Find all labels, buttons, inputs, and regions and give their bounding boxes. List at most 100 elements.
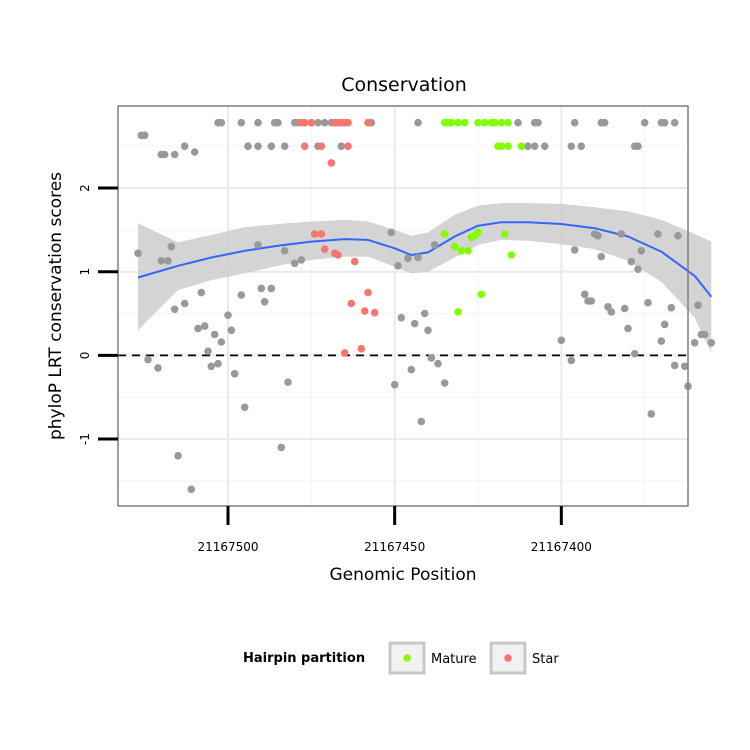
smooth-trend-line <box>137 221 713 298</box>
data-point-other <box>240 403 249 412</box>
data-point-other <box>167 242 176 251</box>
data-point-mature <box>480 118 489 127</box>
series-star <box>297 118 379 357</box>
data-point-mature <box>454 118 462 127</box>
data-point-other <box>180 142 189 150</box>
data-point-mature <box>490 118 499 127</box>
data-point-star <box>300 142 309 150</box>
data-point-other <box>700 330 709 339</box>
data-point-other <box>254 118 262 127</box>
smooth-line <box>137 221 713 298</box>
y-axis-title: phyloP LRT conservation scores <box>46 172 66 440</box>
data-point-other <box>634 265 642 274</box>
data-point-other <box>337 142 346 150</box>
data-point-mature <box>477 290 486 299</box>
data-point-star <box>364 118 372 127</box>
data-point-star <box>357 344 366 353</box>
data-point-other <box>414 253 422 262</box>
data-point-other <box>267 284 276 293</box>
data-point-star <box>364 288 372 297</box>
data-point-other <box>570 118 579 127</box>
data-point-other <box>170 150 179 159</box>
plot-panel <box>117 105 716 507</box>
legend-item-mature: Mature <box>388 641 477 675</box>
data-point-other <box>214 359 222 368</box>
confidence-band-area <box>138 203 712 353</box>
legend-title: Hairpin partition <box>243 651 365 666</box>
data-point-other <box>580 290 589 299</box>
data-point-other <box>197 288 206 297</box>
data-point-other <box>260 298 269 306</box>
data-point-mature <box>440 230 449 238</box>
data-point-other <box>654 230 662 238</box>
data-point-mature <box>504 142 512 150</box>
data-point-other <box>627 257 636 266</box>
data-point-other <box>254 142 262 150</box>
data-point-other <box>530 142 539 150</box>
confidence-band <box>138 203 712 353</box>
data-point-other <box>440 379 449 387</box>
data-point-other <box>314 118 322 127</box>
data-point-other <box>410 319 419 328</box>
data-point-other <box>174 452 182 460</box>
data-point-other <box>237 118 246 127</box>
data-point-star <box>360 307 369 315</box>
data-point-mature <box>460 118 469 127</box>
data-point-other <box>280 142 289 150</box>
data-point-other <box>387 228 396 237</box>
series-other <box>134 118 716 494</box>
data-point-other <box>424 326 432 335</box>
data-point-other <box>267 142 276 150</box>
data-point-other <box>274 118 282 127</box>
data-point-other <box>567 356 576 365</box>
data-point-other <box>200 322 209 330</box>
data-point-other <box>254 241 262 249</box>
data-point-other <box>534 118 542 127</box>
data-point-other <box>514 118 522 127</box>
data-point-other <box>217 118 226 127</box>
data-point-other <box>194 324 202 333</box>
data-point-other <box>244 142 252 150</box>
data-point-other <box>680 362 689 371</box>
data-point-mature <box>474 228 482 237</box>
data-point-other <box>230 370 239 378</box>
y-tick-label: 2 <box>78 184 92 192</box>
legend: Hairpin partition Mature Star <box>243 641 559 675</box>
data-point-star <box>310 230 319 238</box>
data-point-other <box>280 247 289 255</box>
data-point-other <box>670 118 679 127</box>
data-point-other <box>657 337 666 345</box>
legend-swatch-mature <box>403 654 411 662</box>
data-point-star <box>300 118 309 127</box>
data-point-other <box>417 417 426 426</box>
data-point-mature <box>517 142 526 150</box>
data-point-other <box>707 339 716 347</box>
data-point-mature <box>454 308 462 316</box>
y-tick-label: 0 <box>78 352 92 360</box>
plot-border <box>117 105 689 507</box>
data-point-other <box>630 349 639 358</box>
data-point-other <box>594 231 602 240</box>
legend-swatch-star <box>504 654 512 662</box>
x-axis-title: Genomic Position <box>329 565 476 585</box>
data-point-star <box>320 245 329 253</box>
data-point-other <box>237 291 246 299</box>
data-point-other <box>170 305 179 314</box>
x-axis: 21167500 21167450 21167400 <box>197 506 592 554</box>
data-point-mature <box>457 247 466 255</box>
data-point-star <box>334 251 342 259</box>
data-point-other <box>397 313 406 322</box>
data-point-mature <box>504 118 512 127</box>
data-point-other <box>227 326 236 335</box>
data-point-other <box>297 256 306 264</box>
data-point-other <box>414 118 422 127</box>
data-point-other <box>660 320 669 329</box>
data-point-other <box>134 249 142 258</box>
data-point-star <box>347 299 356 308</box>
data-point-other <box>600 118 609 127</box>
data-point-other <box>660 118 669 127</box>
y-tick-label: 1 <box>78 268 92 276</box>
data-point-other <box>157 257 166 265</box>
x-tick-label: 21167500 <box>197 540 258 554</box>
